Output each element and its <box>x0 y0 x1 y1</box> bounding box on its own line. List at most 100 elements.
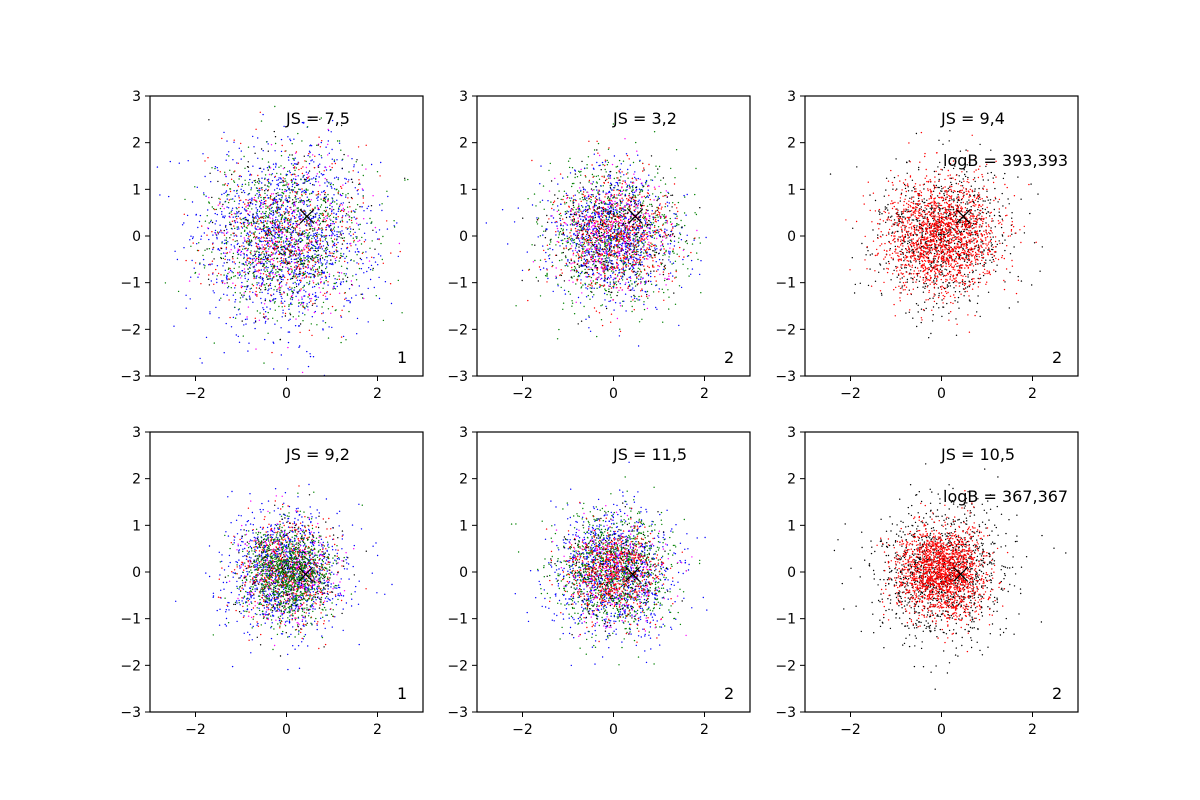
point <box>279 264 282 266</box>
point <box>596 161 598 164</box>
point <box>605 203 607 205</box>
point <box>325 201 327 204</box>
point <box>268 207 270 209</box>
point <box>292 297 294 299</box>
point <box>344 182 347 184</box>
point <box>295 258 297 260</box>
point <box>223 207 225 210</box>
point <box>264 196 267 199</box>
point <box>682 258 684 261</box>
point <box>590 276 593 279</box>
point <box>604 225 606 228</box>
point <box>256 193 258 195</box>
point <box>221 242 223 244</box>
point <box>287 156 290 158</box>
point <box>581 193 583 195</box>
point <box>280 276 283 279</box>
point <box>341 221 344 223</box>
point <box>310 116 312 119</box>
point <box>336 233 338 236</box>
point <box>284 184 286 187</box>
point <box>587 273 590 276</box>
point <box>598 211 600 213</box>
point <box>380 242 382 245</box>
point <box>580 218 582 220</box>
point <box>623 224 625 226</box>
point <box>677 241 680 243</box>
point <box>308 225 310 227</box>
point <box>244 277 246 280</box>
point <box>281 261 283 264</box>
point <box>291 154 293 156</box>
point <box>630 181 632 183</box>
point <box>258 261 260 263</box>
point <box>328 152 330 154</box>
point <box>309 241 311 243</box>
point <box>239 273 241 275</box>
point <box>334 309 336 312</box>
point <box>331 119 334 122</box>
point <box>601 239 603 242</box>
point <box>309 178 311 180</box>
point <box>275 228 278 231</box>
point <box>309 353 311 355</box>
point <box>268 227 271 230</box>
point <box>311 316 313 318</box>
point <box>290 258 293 260</box>
point <box>211 231 213 233</box>
point <box>696 252 698 254</box>
point <box>279 338 282 341</box>
point <box>246 318 248 320</box>
point <box>348 216 350 218</box>
point <box>297 292 299 295</box>
point <box>207 227 209 229</box>
point <box>264 289 266 291</box>
point <box>274 298 277 300</box>
point <box>156 166 159 168</box>
point <box>637 207 639 209</box>
point <box>252 291 254 294</box>
point <box>278 231 280 233</box>
point <box>264 226 266 228</box>
point <box>243 294 245 296</box>
point <box>310 247 312 250</box>
point <box>295 254 297 256</box>
point <box>342 215 344 217</box>
point <box>322 287 324 289</box>
point <box>228 151 230 153</box>
point <box>183 247 185 249</box>
point <box>661 214 663 216</box>
point <box>599 250 601 252</box>
point <box>536 223 539 225</box>
point <box>341 225 343 228</box>
point <box>309 209 311 212</box>
point <box>293 272 295 274</box>
point <box>398 242 401 245</box>
point <box>230 287 232 289</box>
point <box>589 239 592 242</box>
point <box>606 219 608 221</box>
point <box>281 232 283 234</box>
point <box>308 329 311 331</box>
point <box>247 268 249 270</box>
point <box>350 245 352 247</box>
point <box>282 184 284 187</box>
point <box>262 113 264 116</box>
point <box>168 195 170 198</box>
point <box>290 288 292 291</box>
point <box>342 207 345 210</box>
point <box>638 299 641 301</box>
point <box>242 335 244 337</box>
point <box>259 284 261 287</box>
point <box>245 288 248 290</box>
point <box>239 292 241 294</box>
point <box>695 167 697 170</box>
point <box>250 287 253 289</box>
point <box>229 251 231 253</box>
point <box>693 239 695 241</box>
point <box>256 250 258 252</box>
point <box>595 195 597 198</box>
point <box>630 296 633 298</box>
point <box>281 247 283 249</box>
point <box>678 324 680 327</box>
